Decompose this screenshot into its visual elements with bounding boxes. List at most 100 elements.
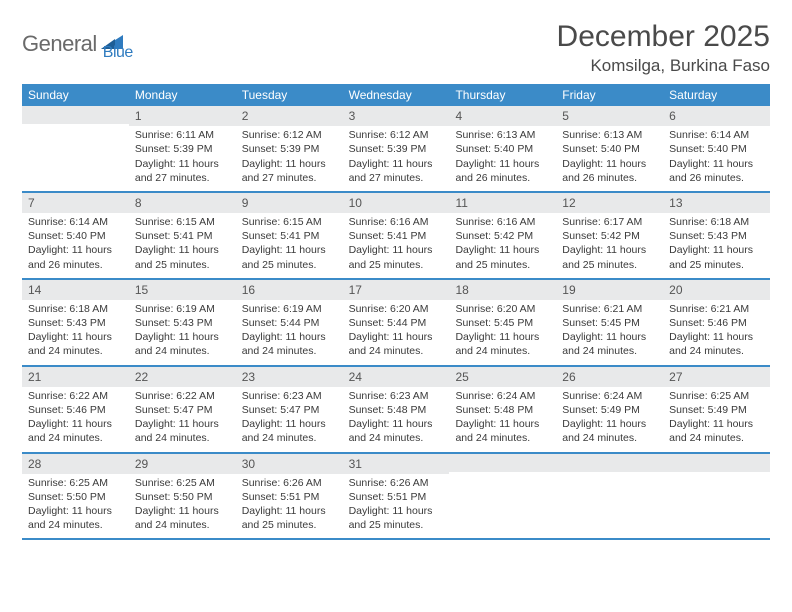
weeks-container: 1Sunrise: 6:11 AMSunset: 5:39 PMDaylight… [22, 106, 770, 540]
day-cell [449, 454, 556, 539]
sunrise-text: Sunrise: 6:21 AM [562, 302, 657, 316]
sunset-text: Sunset: 5:41 PM [349, 229, 444, 243]
daylight-text: Daylight: 11 hours and 27 minutes. [242, 157, 337, 185]
sunrise-text: Sunrise: 6:20 AM [455, 302, 550, 316]
day-body [663, 472, 770, 480]
sunrise-text: Sunrise: 6:15 AM [242, 215, 337, 229]
sunset-text: Sunset: 5:40 PM [562, 142, 657, 156]
sunset-text: Sunset: 5:44 PM [242, 316, 337, 330]
day-cell: 2Sunrise: 6:12 AMSunset: 5:39 PMDaylight… [236, 106, 343, 191]
logo-text-blue: Blue [103, 44, 133, 62]
sunrise-text: Sunrise: 6:22 AM [28, 389, 123, 403]
daylight-text: Daylight: 11 hours and 24 minutes. [455, 330, 550, 358]
sunset-text: Sunset: 5:47 PM [135, 403, 230, 417]
sunset-text: Sunset: 5:51 PM [242, 490, 337, 504]
daylight-text: Daylight: 11 hours and 25 minutes. [349, 504, 444, 532]
day-body: Sunrise: 6:23 AMSunset: 5:47 PMDaylight:… [236, 387, 343, 452]
day-cell: 11Sunrise: 6:16 AMSunset: 5:42 PMDayligh… [449, 193, 556, 278]
day-number: 2 [236, 106, 343, 126]
sunrise-text: Sunrise: 6:13 AM [455, 128, 550, 142]
sunset-text: Sunset: 5:47 PM [242, 403, 337, 417]
day-number: 17 [343, 280, 450, 300]
week-row: 14Sunrise: 6:18 AMSunset: 5:43 PMDayligh… [22, 280, 770, 367]
sunset-text: Sunset: 5:46 PM [669, 316, 764, 330]
sunrise-text: Sunrise: 6:14 AM [669, 128, 764, 142]
day-body: Sunrise: 6:18 AMSunset: 5:43 PMDaylight:… [22, 300, 129, 365]
day-number: 14 [22, 280, 129, 300]
sunrise-text: Sunrise: 6:13 AM [562, 128, 657, 142]
day-body: Sunrise: 6:26 AMSunset: 5:51 PMDaylight:… [343, 474, 450, 539]
day-cell: 18 Sunrise: 6:20 AMSunset: 5:45 PMDayligh… [449, 280, 556, 365]
day-cell: 13Sunrise: 6:18 AMSunset: 5:43 PMDayligh… [663, 193, 770, 278]
day-body: Sunrise: 6:15 AMSunset: 5:41 PMDaylight:… [236, 213, 343, 278]
day-number: 8 [129, 193, 236, 213]
day-body [22, 124, 129, 132]
week-row: 28Sunrise: 6:25 AMSunset: 5:50 PMDayligh… [22, 454, 770, 541]
sunrise-text: Sunrise: 6:22 AM [135, 389, 230, 403]
sunset-text: Sunset: 5:48 PM [349, 403, 444, 417]
day-number [556, 454, 663, 472]
logo: General Blue [22, 26, 133, 62]
sunrise-text: Sunrise: 6:16 AM [349, 215, 444, 229]
day-number: 20 [663, 280, 770, 300]
day-cell: 3Sunrise: 6:12 AMSunset: 5:39 PMDaylight… [343, 106, 450, 191]
daylight-text: Daylight: 11 hours and 24 minutes. [669, 417, 764, 445]
day-body: Sunrise: 6:14 AMSunset: 5:40 PMDaylight:… [22, 213, 129, 278]
sunset-text: Sunset: 5:50 PM [135, 490, 230, 504]
day-cell: 20Sunrise: 6:21 AMSunset: 5:46 PMDayligh… [663, 280, 770, 365]
day-cell: 23Sunrise: 6:23 AMSunset: 5:47 PMDayligh… [236, 367, 343, 452]
sunrise-text: Sunrise: 6:23 AM [242, 389, 337, 403]
sunrise-text: Sunrise: 6:26 AM [242, 476, 337, 490]
day-cell: 25Sunrise: 6:24 AMSunset: 5:48 PMDayligh… [449, 367, 556, 452]
day-number: 26 [556, 367, 663, 387]
day-body: Sunrise: 6:13 AMSunset: 5:40 PMDaylight:… [556, 126, 663, 191]
daylight-text: Daylight: 11 hours and 25 minutes. [349, 243, 444, 271]
day-cell: 19Sunrise: 6:21 AMSunset: 5:45 PMDayligh… [556, 280, 663, 365]
day-cell: 24Sunrise: 6:23 AMSunset: 5:48 PMDayligh… [343, 367, 450, 452]
sunrise-text: Sunrise: 6:17 AM [562, 215, 657, 229]
day-cell: 30Sunrise: 6:26 AMSunset: 5:51 PMDayligh… [236, 454, 343, 539]
day-body: Sunrise: 6:19 AMSunset: 5:43 PMDaylight:… [129, 300, 236, 365]
day-number: 30 [236, 454, 343, 474]
daylight-text: Daylight: 11 hours and 24 minutes. [349, 417, 444, 445]
daylight-text: Daylight: 11 hours and 25 minutes. [135, 243, 230, 271]
day-number: 22 [129, 367, 236, 387]
sunset-text: Sunset: 5:40 PM [455, 142, 550, 156]
day-cell: 17Sunrise: 6:20 AMSunset: 5:44 PMDayligh… [343, 280, 450, 365]
day-body: Sunrise: 6:21 AMSunset: 5:46 PMDaylight:… [663, 300, 770, 365]
day-body: Sunrise: 6:12 AMSunset: 5:39 PMDaylight:… [343, 126, 450, 191]
sunrise-text: Sunrise: 6:11 AM [135, 128, 230, 142]
day-number: 12 [556, 193, 663, 213]
day-cell: 9Sunrise: 6:15 AMSunset: 5:41 PMDaylight… [236, 193, 343, 278]
day-cell: 26Sunrise: 6:24 AMSunset: 5:49 PMDayligh… [556, 367, 663, 452]
sunrise-text: Sunrise: 6:21 AM [669, 302, 764, 316]
day-cell [556, 454, 663, 539]
daylight-text: Daylight: 11 hours and 26 minutes. [562, 157, 657, 185]
daylight-text: Daylight: 11 hours and 24 minutes. [135, 417, 230, 445]
day-body: Sunrise: 6:13 AMSunset: 5:40 PMDaylight:… [449, 126, 556, 191]
sunset-text: Sunset: 5:45 PM [455, 316, 550, 330]
weekday-header: Sunday [22, 84, 129, 106]
weekday-header: Monday [129, 84, 236, 106]
day-number [22, 106, 129, 124]
day-number: 21 [22, 367, 129, 387]
sunrise-text: Sunrise: 6:25 AM [135, 476, 230, 490]
day-number: 25 [449, 367, 556, 387]
day-body: Sunrise: 6:22 AMSunset: 5:46 PMDaylight:… [22, 387, 129, 452]
day-body: Sunrise: 6:16 AMSunset: 5:41 PMDaylight:… [343, 213, 450, 278]
sunrise-text: Sunrise: 6:18 AM [28, 302, 123, 316]
sunrise-text: Sunrise: 6:14 AM [28, 215, 123, 229]
title-block: December 2025 Komsilga, Burkina Faso [557, 20, 770, 76]
day-number: 31 [343, 454, 450, 474]
day-body: Sunrise: 6:20 AMSunset: 5:44 PMDaylight:… [343, 300, 450, 365]
day-cell: 10Sunrise: 6:16 AMSunset: 5:41 PMDayligh… [343, 193, 450, 278]
daylight-text: Daylight: 11 hours and 25 minutes. [455, 243, 550, 271]
daylight-text: Daylight: 11 hours and 24 minutes. [349, 330, 444, 358]
day-number: 9 [236, 193, 343, 213]
day-number: 5 [556, 106, 663, 126]
day-number: 15 [129, 280, 236, 300]
logo-text-general: General [22, 31, 97, 57]
day-number: 18 [449, 280, 556, 300]
daylight-text: Daylight: 11 hours and 24 minutes. [455, 417, 550, 445]
daylight-text: Daylight: 11 hours and 24 minutes. [135, 330, 230, 358]
